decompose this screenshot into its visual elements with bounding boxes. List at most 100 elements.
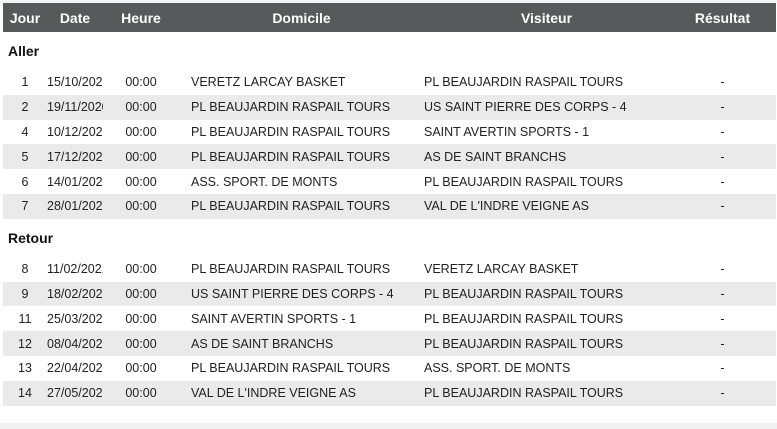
cell-jour: 5 <box>3 144 47 170</box>
cell-visiteur: PL BEAUJARDIN RASPAIL TOURS <box>424 331 669 356</box>
cell-visiteur: PL BEAUJARDIN RASPAIL TOURS <box>424 281 669 307</box>
cell-visiteur: VERETZ LARCAY BASKET <box>424 262 579 277</box>
cell-domicile: PL BEAUJARDIN RASPAIL TOURS <box>191 262 391 277</box>
header-jour: Jour <box>3 3 47 32</box>
cell-heure: 00:00 <box>103 281 179 307</box>
cell-jour: 12 <box>3 331 47 356</box>
cell-date: 14/01/2021 <box>47 174 103 189</box>
table-header: Jour Date Heure Domicile Visiteur Résult… <box>3 3 776 32</box>
header-visiteur: Visiteur <box>424 3 669 32</box>
cell-date: 15/10/2020 <box>47 75 103 90</box>
cell-jour: 8 <box>21 262 29 277</box>
cell-date: 17/12/2020 <box>47 144 103 170</box>
match-row: 2 19/11/2020 00:00 PL BEAUJARDIN RASPAIL TO… <box>3 94 776 120</box>
cell-jour: 14 <box>3 380 47 406</box>
top-divider <box>0 0 777 3</box>
match-row: 4 10/12/2020 00:00 PL BEAUJARDIN RASPAIL TO… <box>3 120 776 145</box>
cell-visiteur: AS DE SAINT BRANCHS <box>424 144 669 170</box>
cell-visiteur: PL BEAUJARDIN RASPAIL TOURS <box>424 174 624 189</box>
cell-resultat: - <box>669 380 776 406</box>
match-row: 13 22/04/2021 00:00 PL BEAUJARDIN RASPAIL T… <box>3 356 776 381</box>
cell-heure: 00:00 <box>125 262 157 277</box>
header-heure: Heure <box>103 3 179 32</box>
cell-date: 22/04/2021 <box>47 361 103 376</box>
cell-date: 11/02/2021 <box>47 262 103 277</box>
cell-heure: 00:00 <box>103 193 179 219</box>
match-row: 1 15/10/2020 00:00 VERETZ LARCAY BASKET PL B… <box>3 70 776 95</box>
cell-resultat: - <box>669 94 776 120</box>
match-row: 11 25/03/2021 00:00 SAINT AVERTIN SPORTS - … <box>3 306 776 331</box>
match-row: 8 11/02/2021 00:00 PL BEAUJARDIN RASPAIL TO… <box>3 257 776 282</box>
cell-heure: 00:00 <box>125 124 157 139</box>
cell-visiteur: PL BEAUJARDIN RASPAIL TOURS <box>424 75 624 90</box>
cell-date: 28/01/2021 <box>47 193 103 219</box>
cell-visiteur: PL BEAUJARDIN RASPAIL TOURS <box>424 380 669 406</box>
cell-domicile: AS DE SAINT BRANCHS <box>179 331 424 356</box>
header-domicile: Domicile <box>179 3 424 32</box>
cell-heure: 00:00 <box>125 75 157 90</box>
cell-jour: 1 <box>21 75 29 90</box>
cell-heure: 00:00 <box>103 380 179 406</box>
cell-visiteur: PL BEAUJARDIN RASPAIL TOURS <box>424 311 624 326</box>
header-resultat: Résultat <box>669 3 776 32</box>
cell-domicile: PL BEAUJARDIN RASPAIL TOURS <box>179 144 424 170</box>
cell-resultat: - <box>669 144 776 170</box>
match-row: 6 14/01/2021 00:00 ASS. SPORT. DE MONTS PL B… <box>3 169 776 194</box>
cell-jour: 9 <box>3 281 47 307</box>
cell-resultat: - <box>669 193 776 219</box>
section-header-row: Aller <box>3 32 776 70</box>
cell-visiteur: SAINT AVERTIN SPORTS - 1 <box>424 124 590 139</box>
cell-domicile: SAINT AVERTIN SPORTS - 1 <box>191 311 357 326</box>
cell-date: 08/04/2021 <box>47 331 103 356</box>
cell-jour: 11 <box>18 311 32 326</box>
cell-heure: 00:00 <box>103 94 179 120</box>
cell-heure: 00:00 <box>103 331 179 356</box>
section-header-row: Retour <box>3 219 776 257</box>
cell-resultat: - <box>720 174 725 189</box>
cell-heure: 00:00 <box>125 361 157 376</box>
cell-domicile: VERETZ LARCAY BASKET <box>191 75 346 90</box>
cell-heure: 00:00 <box>103 144 179 170</box>
cell-date: 10/12/2020 <box>47 124 103 139</box>
cell-resultat: - <box>720 124 725 139</box>
cell-jour: 4 <box>21 124 29 139</box>
section-title: Retour <box>8 229 54 246</box>
cell-resultat: - <box>720 75 725 90</box>
cell-domicile: VAL DE L'INDRE VEIGNE AS <box>179 380 424 406</box>
section-title: Aller <box>8 43 40 59</box>
cell-visiteur: VAL DE L'INDRE VEIGNE AS <box>424 193 669 219</box>
cell-jour: 2 <box>3 94 47 120</box>
cell-resultat: - <box>720 311 725 326</box>
cell-date: 25/03/2021 <box>47 311 103 326</box>
cell-domicile: PL BEAUJARDIN RASPAIL TOURS <box>191 124 391 139</box>
cell-domicile: PL BEAUJARDIN RASPAIL TOURS <box>179 193 424 219</box>
cell-resultat: - <box>669 331 776 356</box>
cell-visiteur: ASS. SPORT. DE MONTS <box>424 361 571 376</box>
match-schedule-table: Jour Date Heure Domicile Visiteur Résult… <box>3 3 776 406</box>
cell-jour: 13 <box>18 361 32 376</box>
cell-domicile: ASS. SPORT. DE MONTS <box>191 174 338 189</box>
cell-domicile: PL BEAUJARDIN RASPAIL TOURS <box>191 361 391 376</box>
cell-heure: 00:00 <box>125 311 157 326</box>
cell-domicile: PL BEAUJARDIN RASPAIL TOURS <box>179 94 424 120</box>
cell-heure: 00:00 <box>125 174 157 189</box>
cell-jour: 7 <box>3 193 47 219</box>
cell-domicile: US SAINT PIERRE DES CORPS - 4 <box>179 281 424 307</box>
header-row: Jour Date Heure Domicile Visiteur Résult… <box>3 3 776 32</box>
cell-date: 18/02/2021 <box>47 281 103 307</box>
cell-jour: 6 <box>21 174 29 189</box>
cell-resultat: - <box>720 262 725 277</box>
bottom-divider <box>0 423 777 429</box>
cell-date: 19/11/2020 <box>47 94 103 120</box>
cell-visiteur: US SAINT PIERRE DES CORPS - 4 <box>424 94 669 120</box>
header-date: Date <box>47 3 103 32</box>
cell-resultat: - <box>720 361 725 376</box>
cell-resultat: - <box>669 281 776 307</box>
